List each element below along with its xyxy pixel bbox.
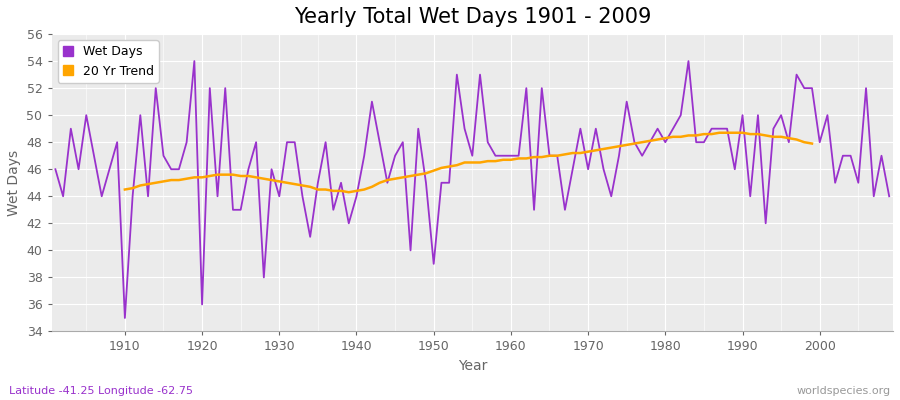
Line: Wet Days: Wet Days	[56, 61, 889, 318]
Text: Latitude -41.25 Longitude -62.75: Latitude -41.25 Longitude -62.75	[9, 386, 193, 396]
X-axis label: Year: Year	[457, 359, 487, 373]
Wet Days	[521, 86, 532, 90]
20 Yr Trend	[698, 132, 709, 136]
Wet Days	[344, 221, 355, 226]
20 Yr Trend	[344, 190, 355, 195]
20 Yr Trend	[806, 141, 817, 146]
20 Yr Trend	[722, 130, 733, 135]
Wet Days	[297, 194, 308, 199]
Text: worldspecies.org: worldspecies.org	[796, 386, 891, 396]
Wet Days	[614, 153, 625, 158]
Wet Days	[513, 153, 524, 158]
Wet Days	[50, 167, 61, 172]
Wet Days	[189, 59, 200, 64]
Legend: Wet Days, 20 Yr Trend: Wet Days, 20 Yr Trend	[58, 40, 158, 82]
20 Yr Trend	[791, 137, 802, 142]
Wet Days	[112, 140, 122, 145]
Line: 20 Yr Trend: 20 Yr Trend	[125, 133, 812, 192]
20 Yr Trend	[120, 187, 130, 192]
20 Yr Trend	[212, 172, 223, 177]
Y-axis label: Wet Days: Wet Days	[7, 150, 21, 216]
20 Yr Trend	[606, 145, 616, 150]
20 Yr Trend	[714, 130, 724, 135]
Title: Yearly Total Wet Days 1901 - 2009: Yearly Total Wet Days 1901 - 2009	[293, 7, 651, 27]
Wet Days	[120, 316, 130, 320]
Wet Days	[884, 194, 895, 199]
20 Yr Trend	[328, 188, 338, 193]
